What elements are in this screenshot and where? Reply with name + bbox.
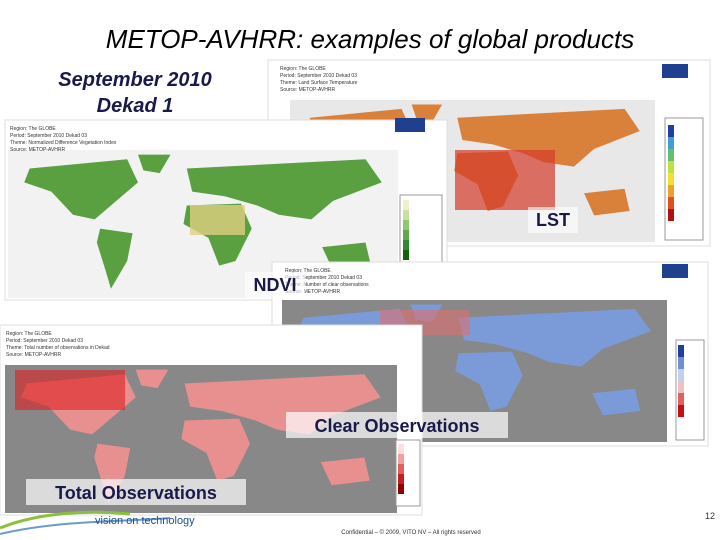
total-header: Period: September 2010 Dekad 03 (6, 338, 83, 344)
page-number: 12 (705, 511, 715, 521)
ndvi-header: Region: The GLOBE (10, 126, 56, 132)
ndvi-header: Theme: Normalized Difference Vegetation … (10, 140, 117, 146)
clear-label: Clear Observations (314, 416, 479, 436)
ndvi-label: NDVI (253, 275, 296, 295)
total-label: Total Observations (55, 483, 217, 503)
clear-header: Source: METOP-AVHRR (285, 289, 340, 295)
ndvi-header: Source: METOP-AVHRR (10, 147, 65, 153)
clear-header: Theme: Number of clear observations (285, 282, 369, 288)
lst-header: Theme: Land Surface Temperature (280, 80, 358, 86)
total-header: Theme: Total number of observations in D… (6, 345, 110, 351)
ndvi-header: Period: September 2010 Dekad 03 (10, 133, 87, 139)
lst-header: Period: September 2010 Dekad 03 (280, 73, 357, 79)
period: September 2010 (58, 69, 211, 91)
lst-label: LST (536, 210, 570, 230)
dekad: Dekad 1 (97, 95, 174, 117)
clear-header: Region: The GLOBE (285, 268, 331, 274)
confidential: Confidential – © 2009, VITO NV – All rig… (341, 529, 480, 536)
lst-header: Region: The GLOBE (280, 66, 326, 72)
lst-header: Source: METOP-AVHRR (280, 87, 335, 93)
total-header: Region: The GLOBE (6, 331, 52, 337)
slide-title: METOP-AVHRR: examples of global products (106, 24, 634, 54)
brand: vision on technology (95, 515, 195, 527)
total-header: Source: METOP-AVHRR (6, 352, 61, 358)
clear-header: Period: September 2010 Dekad 03 (285, 275, 362, 281)
